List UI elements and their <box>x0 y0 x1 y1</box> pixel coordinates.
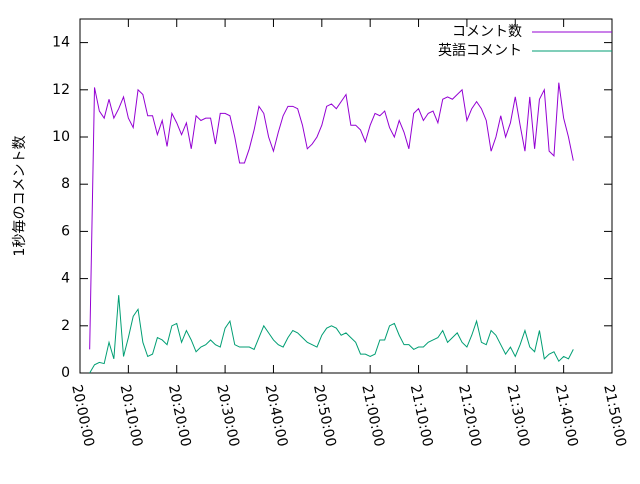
x-tick-label: 20:50:00 <box>310 383 339 448</box>
y-tick-label: 10 <box>52 129 70 145</box>
x-tick-label: 21:40:00 <box>552 383 581 448</box>
x-tick-label: 21:10:00 <box>407 383 436 448</box>
x-tick-label: 21:20:00 <box>455 383 484 448</box>
y-axis-label: 1秒毎のコメント数 <box>12 136 28 257</box>
y-tick-label: 6 <box>61 223 70 239</box>
legend-label: コメント数 <box>452 24 522 40</box>
y-tick-label: 0 <box>61 365 70 381</box>
y-tick-label: 12 <box>52 82 70 98</box>
plot-border <box>79 18 613 374</box>
x-tick-label: 20:20:00 <box>165 383 194 448</box>
series-line <box>89 295 574 374</box>
x-tick-label: 21:50:00 <box>600 383 629 448</box>
legend-label: 英語コメント <box>438 42 522 59</box>
y-tick-label: 2 <box>61 318 70 334</box>
x-tick-label: 20:00:00 <box>68 383 97 448</box>
y-tick-label: 4 <box>61 271 70 287</box>
x-tick-label: 20:30:00 <box>213 383 242 448</box>
x-tick-label: 21:30:00 <box>503 383 532 448</box>
y-tick-label: 14 <box>52 35 70 51</box>
x-tick-label: 20:10:00 <box>117 383 146 448</box>
x-tick-label: 20:40:00 <box>262 383 291 448</box>
series-line <box>89 82 574 350</box>
x-tick-label: 21:00:00 <box>358 383 387 448</box>
y-tick-label: 8 <box>61 176 70 192</box>
